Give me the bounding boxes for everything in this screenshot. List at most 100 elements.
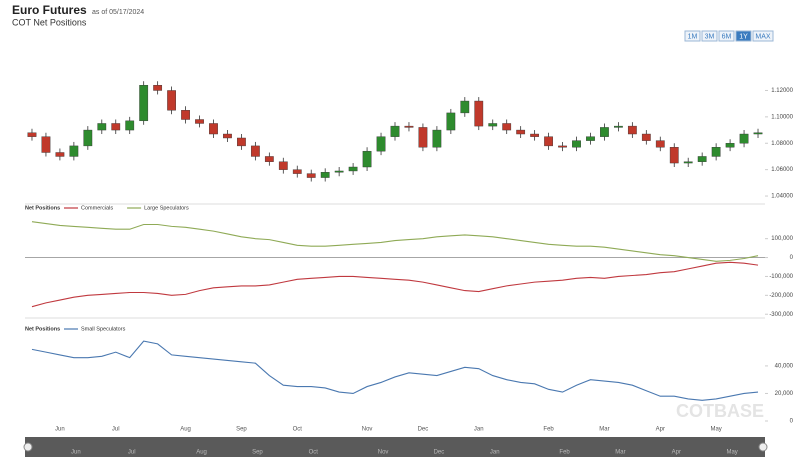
y-tick-label: 1.04000	[771, 194, 793, 200]
navigator-label: Mar	[615, 450, 625, 456]
x-tick-label: Apr	[656, 427, 665, 433]
candle-body	[404, 125, 414, 128]
candle-body	[544, 136, 553, 147]
navigator-label: Nov	[378, 450, 389, 456]
candle-body	[264, 156, 274, 162]
candle-body	[530, 133, 540, 137]
x-tick-label: Feb	[543, 427, 554, 433]
candle-body	[250, 145, 260, 157]
y-tick-label: -200,000	[769, 293, 793, 299]
candle-body	[572, 140, 581, 148]
candle-body	[586, 136, 595, 141]
range-button-label[interactable]: MAX	[755, 33, 771, 40]
y-tick-label: -300,000	[769, 312, 793, 318]
range-button-label[interactable]: 6M	[722, 33, 732, 40]
candle-body	[418, 127, 428, 148]
candle-body	[362, 150, 372, 168]
x-tick-label: Oct	[293, 427, 303, 433]
candle-body	[292, 169, 302, 174]
candle-body	[167, 90, 176, 111]
y-tick-label: 1.08000	[771, 141, 793, 147]
candle-body	[753, 132, 763, 135]
range-button[interactable]	[735, 30, 752, 42]
candle-body	[614, 125, 623, 128]
candle-body	[181, 110, 190, 120]
range-button-label[interactable]: 1Y	[739, 33, 748, 40]
legend-label: Small Speculators	[81, 326, 126, 332]
candle-body	[153, 84, 163, 91]
candle-body	[306, 173, 316, 178]
range-button[interactable]	[701, 30, 718, 42]
candle-body	[195, 119, 204, 124]
navigator-label: Apr	[672, 450, 681, 456]
watermark: COTBASE	[676, 401, 764, 421]
candle-body	[209, 123, 218, 135]
range-button[interactable]	[684, 30, 701, 42]
x-tick-label: Nov	[362, 427, 373, 433]
navigator-label: Jul	[128, 450, 136, 456]
y-tick-label: 0	[790, 419, 794, 425]
candle-body	[97, 123, 107, 131]
navigator-handle[interactable]	[758, 442, 768, 452]
candle-body	[446, 112, 456, 131]
range-button[interactable]	[718, 30, 735, 42]
legend-title: Net Positions	[25, 326, 60, 332]
y-tick-label: 1.10000	[771, 114, 793, 120]
x-tick-label: Sep	[236, 427, 247, 433]
candle-body	[558, 145, 567, 148]
navigator-label: Aug	[196, 450, 207, 456]
navigator-label: Jan	[490, 450, 500, 456]
candle-body	[711, 147, 721, 157]
candle-body	[432, 129, 442, 148]
x-tick-label: Dec	[418, 427, 429, 433]
y-tick-label: 40,000	[775, 363, 794, 369]
navigator-label: Jun	[71, 450, 81, 456]
navigator-handle[interactable]	[23, 442, 33, 452]
series-line	[31, 340, 759, 401]
candle-body	[320, 172, 330, 178]
series-line	[31, 221, 759, 262]
candle-body	[27, 132, 37, 137]
legend-title: Net Positions	[25, 205, 60, 211]
candle-body	[641, 133, 651, 141]
candle-body	[376, 136, 386, 152]
navigator-label: Oct	[309, 450, 319, 456]
y-tick-label: 20,000	[775, 391, 794, 397]
candle-body	[683, 161, 693, 164]
x-tick-label: Aug	[180, 427, 191, 433]
y-tick-label: 1.12000	[771, 88, 793, 94]
range-button-label[interactable]: 3M	[705, 33, 715, 40]
legend-label: Large Speculators	[144, 205, 189, 211]
candle-body	[655, 140, 665, 148]
candle-body	[460, 100, 470, 114]
candle-body	[278, 161, 288, 170]
page-title: Euro Futures	[12, 3, 87, 17]
navigator-label: May	[726, 450, 737, 456]
x-tick-label: Jan	[474, 427, 484, 433]
x-tick-label: Jun	[55, 427, 65, 433]
candle-body	[111, 123, 121, 131]
navigator[interactable]	[25, 437, 765, 457]
candle-body	[739, 133, 749, 144]
range-button[interactable]	[752, 30, 774, 42]
series-line	[31, 261, 759, 308]
x-tick-label: Mar	[599, 427, 609, 433]
candle-body	[55, 152, 65, 157]
y-tick-label: 0	[790, 255, 794, 261]
navigator-label: Sep	[252, 450, 263, 456]
subtitle: COT Net Positions	[12, 17, 87, 27]
candle-body	[69, 145, 79, 157]
candle-body	[41, 136, 51, 153]
candle-body	[488, 123, 498, 127]
candle-body	[139, 84, 149, 122]
candle-body	[390, 125, 400, 137]
candle-body	[697, 156, 707, 162]
candle-body	[125, 120, 135, 131]
candle-body	[600, 127, 609, 137]
candle-body	[237, 137, 246, 147]
navigator-label: Feb	[559, 450, 570, 456]
range-button-label[interactable]: 1M	[688, 33, 698, 40]
candle-body	[348, 166, 358, 172]
candle-body	[516, 129, 526, 135]
